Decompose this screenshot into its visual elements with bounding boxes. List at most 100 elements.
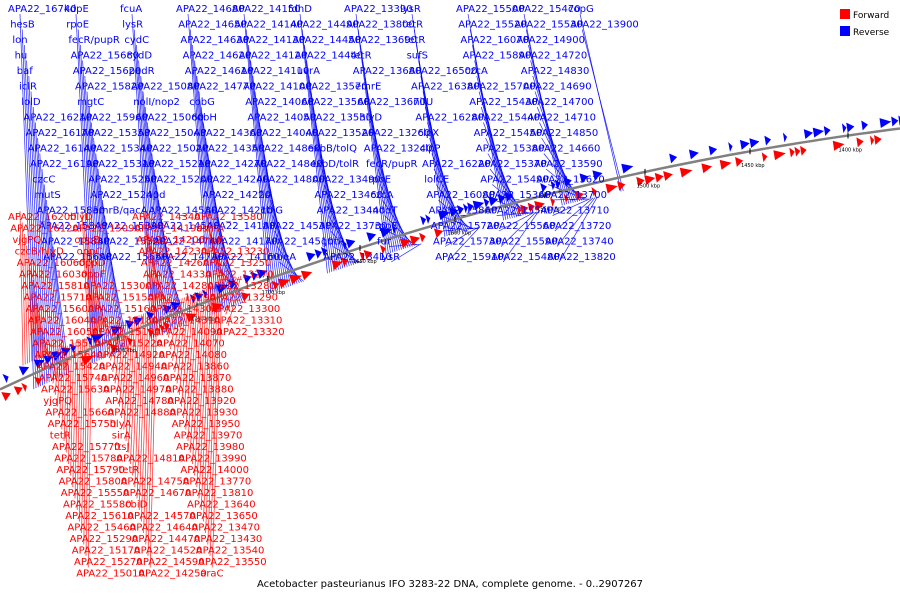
connector-line	[59, 347, 64, 419]
forward-gene	[80, 355, 95, 366]
reverse-gene	[891, 116, 899, 127]
gene-label: APA22_16190	[30, 159, 99, 170]
forward-gene	[34, 376, 42, 387]
gene-label: hu	[15, 51, 28, 62]
connector-line	[83, 337, 88, 545]
connector-line	[194, 289, 205, 476]
reverse-gene	[194, 292, 204, 302]
gene-label: APA22_14080	[158, 350, 227, 361]
reverse-gene	[227, 279, 237, 290]
gene-label: czcC	[32, 175, 55, 186]
connector-line	[130, 316, 138, 465]
gene-label: APA22_13590	[534, 159, 603, 170]
gene-label: APA22_14660	[532, 144, 601, 155]
gene-label: APA22_14710	[527, 113, 596, 124]
forward-gene	[679, 167, 693, 178]
gene-label: APA22_15270	[74, 557, 143, 568]
connector-line	[70, 342, 75, 476]
gene-label: APA22_13260	[362, 128, 431, 139]
connector-line	[209, 283, 221, 557]
gene-label: sirA	[112, 431, 131, 442]
connector-line	[35, 122, 50, 383]
connector-line	[187, 292, 199, 442]
gene-label: padR	[129, 66, 155, 77]
connector-line	[227, 276, 242, 327]
gene-label: APA22_15040	[138, 128, 207, 139]
forward-gene	[735, 157, 744, 167]
gene-label: lysR	[400, 4, 421, 15]
forward-gene	[363, 249, 373, 260]
connector-line	[132, 315, 140, 476]
connector-lines	[19, 13, 624, 568]
gene-label: APA22_15190	[92, 327, 161, 338]
gene-label: APA22_13530	[303, 113, 372, 124]
reverse-gene	[69, 343, 76, 353]
reverse-gene	[43, 355, 53, 365]
forward-gene	[869, 135, 875, 146]
connector-line	[30, 268, 35, 361]
reverse-gene	[728, 142, 733, 152]
gene-label: mgtC	[77, 97, 104, 108]
gene-label: APA22_13970	[174, 431, 243, 442]
gene-label: APA22_15440	[471, 113, 540, 124]
reverse-gene	[823, 125, 831, 136]
gene-label: APA22_15640	[34, 350, 103, 361]
gene-label: APA22_13540	[196, 546, 265, 557]
forward-gene	[761, 152, 768, 163]
gene-label: APA22_13950	[172, 419, 241, 430]
gene-label: APA22_13320	[216, 327, 285, 338]
reverse-gene	[86, 336, 93, 346]
connector-line	[170, 299, 181, 350]
gene-label: APA22_14970	[103, 385, 172, 396]
connector-line	[172, 298, 183, 361]
connector-line	[326, 199, 355, 265]
gene-label: APA22_13640	[187, 500, 256, 511]
reverse-gene	[592, 170, 603, 181]
reverse-gene	[846, 122, 855, 133]
gene-label: APA22_15720	[431, 221, 500, 232]
gene-label: APA22_14860	[252, 144, 321, 155]
gene-label: APA22_16740	[8, 4, 77, 15]
gene-label: moeA	[267, 252, 296, 263]
connector-line	[252, 75, 278, 291]
forward-gene	[832, 140, 845, 151]
kbp-marker: 1750 kbp	[191, 316, 215, 322]
gene-label: APA22_13870	[163, 373, 232, 384]
legend-reverse-label: Reverse	[853, 28, 890, 38]
forward-gene	[240, 292, 250, 302]
connector-line	[121, 319, 129, 419]
gene-label: APA22_14680	[176, 4, 245, 15]
gene-label: APA22_14260	[141, 258, 210, 269]
gene-label: APA22_14040	[250, 128, 319, 139]
gene-label: APA22_13860	[161, 362, 230, 373]
reverse-gene	[33, 359, 45, 369]
connector-line	[19, 210, 24, 366]
connector-line	[272, 215, 298, 284]
gene-label: APA22_13820	[547, 252, 616, 263]
reverse-gene	[425, 214, 431, 224]
forward-gene	[379, 244, 386, 255]
connector-line	[368, 106, 400, 251]
gene-label: APA22_13470	[191, 523, 260, 534]
connector-line	[80, 44, 98, 362]
connector-line	[92, 268, 100, 332]
reverse-gene	[256, 269, 268, 279]
gene-label: APA22_13310	[214, 316, 283, 327]
reverse-gene	[497, 194, 506, 204]
gene-label: APA22_15830	[41, 237, 110, 248]
gene-label: tetR	[50, 431, 71, 442]
gene-label: APA22_15520	[458, 20, 527, 31]
reverse-gene	[420, 215, 427, 226]
kbp-marker: 1450 kbp	[741, 163, 765, 169]
connector-line	[81, 210, 89, 337]
connector-line	[142, 91, 163, 335]
connector-line	[552, 198, 591, 216]
connector-line	[274, 230, 300, 284]
gene-label: APA22_14350	[196, 144, 265, 155]
connector-line	[196, 75, 220, 313]
gene-label: APA22_16070	[460, 35, 529, 46]
gene-label: APA22_13690	[348, 35, 417, 46]
connector-line	[480, 106, 518, 217]
connector-line	[250, 60, 276, 292]
forward-gene	[341, 257, 348, 267]
